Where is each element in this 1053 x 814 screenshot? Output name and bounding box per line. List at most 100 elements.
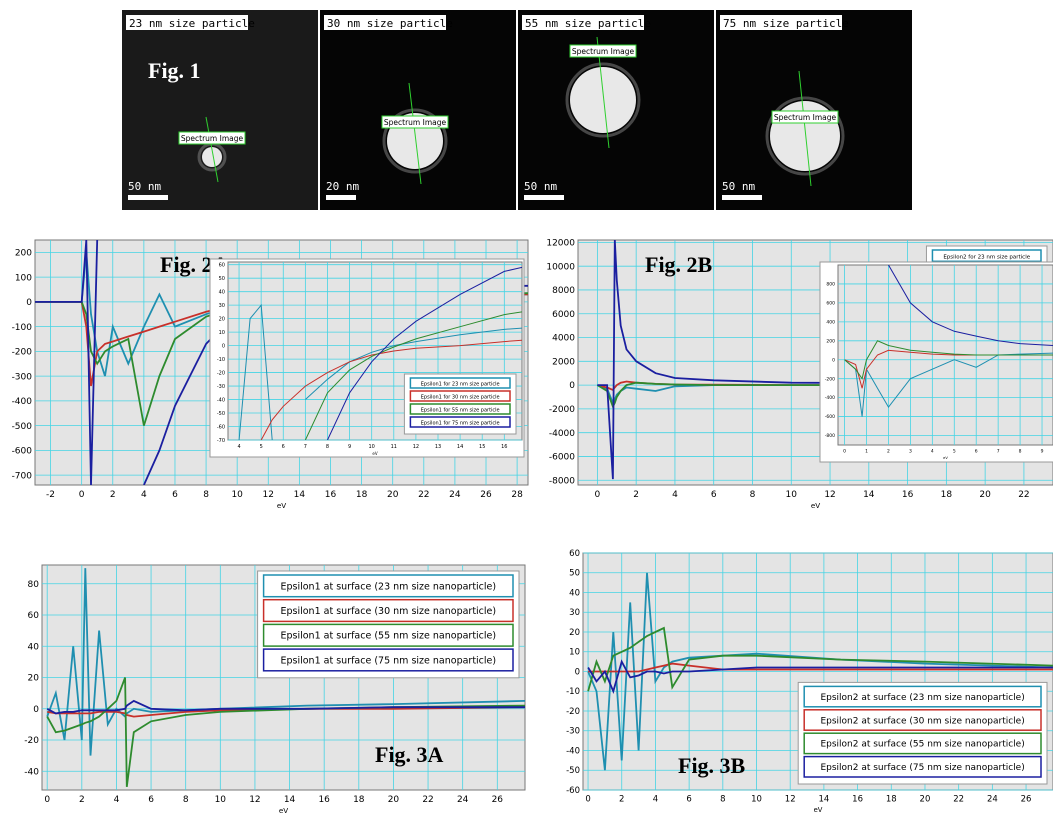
x-tick-label: 18: [353, 795, 365, 805]
y-tick-label: -100: [12, 323, 33, 333]
y-tick-label: -70: [217, 438, 225, 444]
x-tick-label: 14: [457, 444, 463, 450]
scale-bar: [128, 195, 168, 200]
x-tick-label: 20: [979, 490, 991, 500]
panel-label: 30 nm size particle: [327, 17, 453, 30]
legend-entry-box: [262, 623, 514, 647]
spectrum-label: Spectrum Image: [572, 47, 635, 56]
x-tick-label: 0: [843, 449, 846, 455]
legend-label: Epsilon1 for 30 nm size particle: [421, 395, 500, 401]
x-tick-label: 12: [263, 490, 274, 500]
series-line: [47, 706, 525, 718]
panel-label: 23 nm size particle: [129, 17, 255, 30]
y-tick-label: 60: [28, 611, 40, 621]
x-tick-label: 2: [633, 490, 639, 500]
x-tick-label: 8: [1019, 449, 1022, 455]
x-axis-label: eV: [811, 501, 820, 510]
legend-entry-box: [931, 249, 1042, 263]
y-tick-label: 50: [219, 276, 225, 282]
x-tick-label: 5: [953, 449, 956, 455]
chart-title: Fig. 3B: [678, 753, 746, 778]
x-tick-label: 9: [1041, 449, 1044, 455]
y-tick-label: 20: [569, 628, 580, 638]
y-tick-label: -40: [24, 767, 39, 777]
label-box: [126, 15, 248, 30]
series-line: [587, 626, 1053, 692]
x-axis-label: eV: [372, 451, 377, 456]
x-tick-label: 2: [110, 490, 116, 500]
x-tick-label: 18: [941, 490, 953, 500]
x-tick-label: 8: [326, 444, 329, 450]
x-tick-label: 13: [435, 444, 441, 450]
y-tick-label: -500: [12, 422, 33, 432]
x-tick-label: 24: [987, 795, 998, 805]
particle: [570, 67, 636, 133]
y-tick-label: 30: [219, 303, 225, 309]
y-tick-label: -60: [217, 424, 225, 430]
x-tick-label: 10: [368, 444, 374, 450]
y-tick-label: 20: [219, 316, 225, 322]
x-tick-label: 20: [387, 490, 399, 500]
panel-label: 55 nm size particle: [525, 17, 651, 30]
x-tick-label: 11: [391, 444, 397, 450]
spectrum-label: Spectrum Image: [384, 118, 447, 127]
particle-halo: [765, 96, 845, 176]
x-tick-label: 14: [294, 490, 306, 500]
legend-entry-box: [262, 574, 514, 598]
x-tick-label: 26: [480, 490, 492, 500]
x-tick-label: 24: [457, 795, 469, 805]
x-tick-label: 22: [1018, 490, 1029, 500]
chart: 800 600 400 200 0 -200 -400 -600 -800 0 1 2 3 4 5 6 7 8 9 e…: [819, 261, 1053, 463]
legend-entry-box: [409, 416, 511, 428]
y-tick-label: 200: [15, 249, 32, 259]
panel-background: [122, 10, 318, 210]
y-tick-label: 0: [222, 343, 225, 349]
legend-label: Epsilon1 for 75 nm size particle: [421, 421, 500, 427]
legend-label: Epsilon2 at surface (23 nm size nanopart…: [820, 693, 1024, 703]
x-tick-label: 16: [325, 490, 337, 500]
y-tick-label: -10: [566, 687, 580, 697]
tem-panel: Spectrum Image 23 nm size particle 50 nm: [122, 10, 318, 210]
series-line: [238, 303, 522, 440]
x-tick-label: 12: [824, 490, 835, 500]
x-tick-label: 8: [183, 795, 189, 805]
y-tick-label: 40: [219, 289, 225, 295]
y-tick-label: 10: [219, 330, 225, 336]
x-tick-label: 14: [818, 795, 829, 805]
series-line: [844, 340, 1053, 380]
x-tick-label: 10: [215, 795, 227, 805]
legend-entry-box: [409, 377, 511, 389]
x-tick-label: 14: [284, 795, 296, 805]
legend-entry-box: [262, 598, 514, 623]
x-tick-label: 6: [975, 449, 978, 455]
label-box: [324, 15, 446, 30]
x-axis-label: eV: [277, 501, 286, 510]
y-tick-label: 0: [33, 705, 39, 715]
x-tick-label: 4: [141, 490, 147, 500]
y-tick-label: -4000: [549, 429, 575, 439]
x-tick-label: 12: [785, 795, 796, 805]
y-tick-label: -40: [566, 746, 580, 756]
scale-bar: [524, 195, 564, 200]
x-tick-label: 4: [931, 449, 934, 455]
y-tick-label: -600: [825, 414, 835, 420]
x-tick-label: 1: [865, 449, 868, 455]
legend-entry-box: [409, 390, 511, 402]
y-tick-label: 800: [826, 282, 835, 288]
scale-label: 50 nm: [128, 180, 161, 193]
x-tick-label: 4: [672, 490, 678, 500]
legend-entry-box: [803, 755, 1042, 778]
label-box: [720, 15, 842, 30]
scale-bar: [722, 195, 762, 200]
x-tick-label: 0: [79, 490, 85, 500]
x-tick-label: 22: [953, 795, 964, 805]
legend-entry-box: [803, 709, 1042, 731]
y-tick-label: 2000: [552, 357, 575, 367]
x-tick-label: 6: [282, 444, 285, 450]
x-tick-label: -2: [46, 490, 55, 500]
x-tick-label: 15: [479, 444, 485, 450]
spectrum-label: Spectrum Image: [774, 113, 837, 122]
x-tick-label: 7: [304, 444, 307, 450]
x-tick-label: 20: [920, 795, 931, 805]
